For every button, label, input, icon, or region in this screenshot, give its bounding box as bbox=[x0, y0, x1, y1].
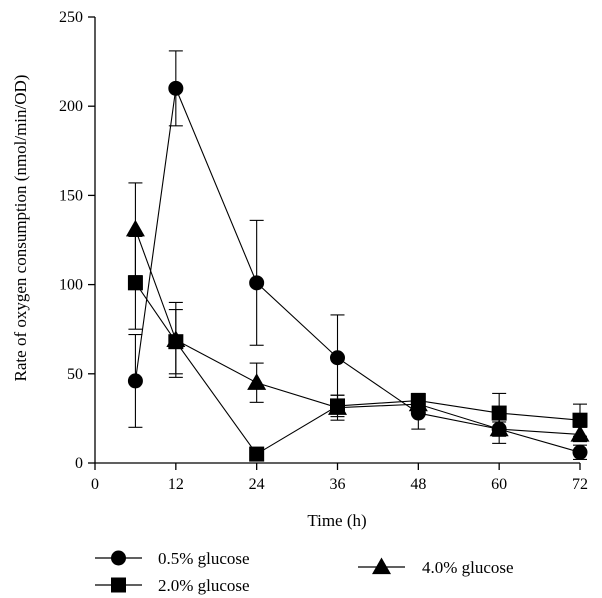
axes: 0 12 24 36 48 60 72 0 50 100 150 200 250 bbox=[59, 9, 588, 493]
legend-marker-square bbox=[111, 577, 126, 593]
x-tick-label: 72 bbox=[572, 476, 588, 493]
data-point-circle bbox=[330, 350, 345, 366]
data-point-triangle bbox=[408, 394, 428, 412]
series-triangle bbox=[125, 182, 590, 443]
data-point-triangle bbox=[166, 330, 186, 348]
data-point-square bbox=[127, 275, 143, 291]
y-tick-label: 0 bbox=[75, 455, 83, 472]
legend-marker-triangle bbox=[372, 557, 391, 575]
data-point-square bbox=[572, 412, 588, 428]
series-line bbox=[134, 86, 581, 453]
data-point-circle bbox=[168, 80, 184, 96]
legend-item-triangle: 4.0% glucose bbox=[358, 557, 514, 577]
legend-label: 4.0% glucose bbox=[422, 558, 514, 577]
x-axis-title: Time (h) bbox=[307, 511, 366, 530]
legend: 0.5% glucose 2.0% glucose 4.0% glucose bbox=[95, 549, 514, 595]
data-point-triangle bbox=[489, 419, 509, 437]
series-square bbox=[127, 235, 588, 462]
data-point-square bbox=[491, 405, 507, 421]
x-tick-label: 24 bbox=[249, 476, 265, 493]
y-tick-label: 200 bbox=[59, 98, 83, 115]
series-line bbox=[134, 229, 581, 436]
data-point-square bbox=[249, 446, 265, 462]
series-line bbox=[134, 282, 581, 455]
legend-marker-circle bbox=[111, 550, 126, 566]
data-point-triangle bbox=[125, 219, 145, 237]
y-tick-label: 150 bbox=[59, 187, 83, 204]
x-tick-label: 48 bbox=[410, 476, 426, 493]
series-circle bbox=[127, 50, 588, 460]
x-tick-label: 60 bbox=[491, 476, 507, 493]
data-point-circle bbox=[249, 275, 265, 291]
x-tick-label: 0 bbox=[91, 476, 99, 493]
y-axis-title: Rate of oxygen consumption (nmol/min/OD) bbox=[11, 75, 30, 382]
data-point-triangle bbox=[247, 373, 267, 390]
legend-item-circle: 0.5% glucose bbox=[95, 549, 250, 568]
x-tick-label: 12 bbox=[168, 476, 184, 493]
series-layer bbox=[125, 50, 590, 462]
legend-label: 0.5% glucose bbox=[158, 549, 250, 568]
legend-label: 2.0% glucose bbox=[158, 576, 250, 595]
x-tick-label: 36 bbox=[330, 476, 346, 493]
legend-item-square: 2.0% glucose bbox=[95, 576, 250, 595]
y-tick-label: 50 bbox=[67, 366, 83, 383]
data-point-triangle bbox=[570, 424, 590, 442]
data-point-circle bbox=[572, 444, 588, 460]
data-point-circle bbox=[127, 373, 143, 389]
y-tick-label: 250 bbox=[59, 9, 83, 26]
data-point-triangle bbox=[328, 398, 347, 415]
y-tick-label: 100 bbox=[59, 277, 83, 294]
